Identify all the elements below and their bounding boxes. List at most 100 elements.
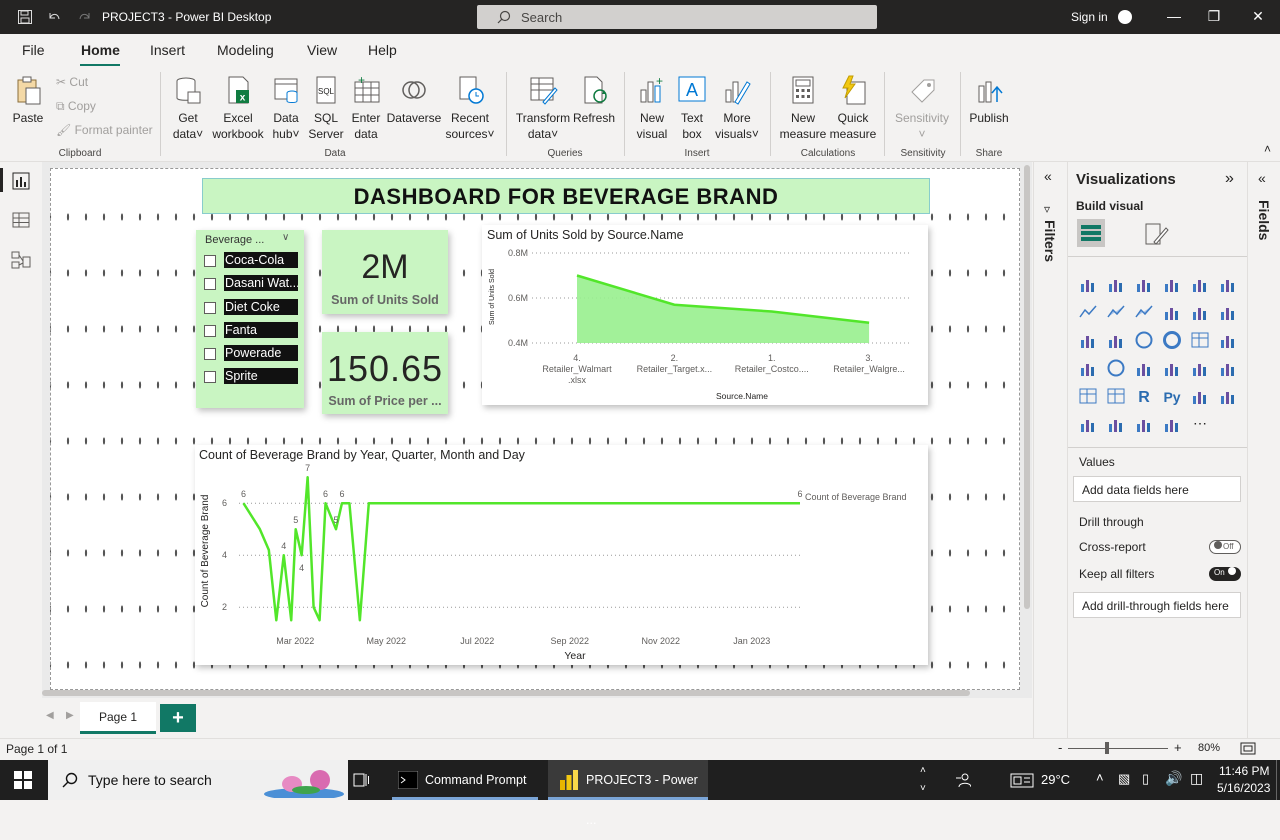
build-visual-icon[interactable] bbox=[1076, 218, 1106, 248]
collapse-ribbon-icon[interactable]: ˄ bbox=[1264, 142, 1271, 156]
slicer-icon[interactable] bbox=[1218, 358, 1238, 378]
language-icon[interactable]: ◫ bbox=[1190, 770, 1203, 787]
format-visual-icon[interactable] bbox=[1142, 220, 1170, 248]
r-visual-icon[interactable]: R bbox=[1134, 386, 1154, 406]
area-icon[interactable] bbox=[1106, 302, 1126, 322]
sql-server-button[interactable]: SQL SQL Server bbox=[306, 74, 346, 142]
kpi-card-price[interactable]: 150.65 Sum of Price per ... bbox=[322, 332, 448, 414]
zoom-slider[interactable] bbox=[1068, 748, 1168, 749]
people-icon[interactable] bbox=[955, 772, 971, 788]
stacked-area-icon[interactable] bbox=[1134, 302, 1154, 322]
search-input[interactable]: Search bbox=[477, 5, 877, 29]
decomposition-icon[interactable] bbox=[1218, 386, 1238, 406]
restore-button[interactable]: ❐ bbox=[1206, 8, 1222, 26]
map-icon[interactable] bbox=[1218, 330, 1238, 350]
clustered-column-icon[interactable] bbox=[1162, 274, 1182, 294]
next-page-icon[interactable]: ▶ bbox=[66, 710, 74, 721]
pie-icon[interactable] bbox=[1134, 330, 1154, 350]
weather-icon[interactable] bbox=[1010, 772, 1034, 788]
funnel-icon[interactable] bbox=[1078, 330, 1098, 350]
publish-button[interactable]: Publish bbox=[966, 74, 1012, 126]
taskbar-app-cmd[interactable]: Command Prompt bbox=[388, 760, 542, 800]
network-icon[interactable]: ▧ bbox=[1118, 771, 1130, 787]
undo-icon[interactable] bbox=[46, 9, 62, 25]
drill-through-well[interactable]: Add drill-through fields here bbox=[1073, 592, 1241, 618]
collapse-icon[interactable]: « bbox=[1044, 168, 1052, 184]
add-page-button[interactable]: + bbox=[160, 704, 196, 732]
sign-in-link[interactable]: Sign in bbox=[1071, 10, 1108, 24]
dataverse-button[interactable]: Dataverse bbox=[386, 74, 442, 126]
scatter-icon[interactable] bbox=[1106, 330, 1126, 350]
paste-button[interactable]: Paste bbox=[10, 74, 46, 126]
taskbar-app-powerbi[interactable]: PROJECT3 - Power ... bbox=[548, 760, 708, 800]
checkbox[interactable] bbox=[204, 325, 216, 337]
python-visual-icon[interactable]: Py bbox=[1162, 386, 1182, 406]
quick-measure-button[interactable]: Quick measure bbox=[828, 74, 878, 142]
paginated-icon[interactable] bbox=[1162, 414, 1182, 434]
data-hub-button[interactable]: Data hub˅ bbox=[266, 74, 306, 142]
model-view-icon[interactable] bbox=[10, 249, 32, 271]
filled-map-icon[interactable] bbox=[1078, 358, 1098, 378]
collapse-icon[interactable]: « bbox=[1258, 170, 1266, 186]
avatar[interactable] bbox=[1118, 10, 1132, 24]
clustered-bar-icon[interactable] bbox=[1134, 274, 1154, 294]
minimize-button[interactable]: — bbox=[1166, 8, 1182, 26]
checkbox[interactable] bbox=[204, 255, 216, 267]
new-visual-button[interactable]: + New visual bbox=[632, 74, 672, 142]
report-view-icon[interactable] bbox=[10, 170, 32, 192]
close-button[interactable]: ✕ bbox=[1250, 8, 1266, 26]
table-icon[interactable] bbox=[1078, 386, 1098, 406]
fit-to-page-icon[interactable] bbox=[1240, 742, 1256, 755]
text-box-button[interactable]: A Text box bbox=[674, 74, 710, 142]
format-painter-button[interactable]: 🖌 Format painter bbox=[56, 123, 153, 137]
windows-start-icon[interactable] bbox=[14, 771, 32, 789]
menu-insert[interactable]: Insert bbox=[150, 42, 185, 58]
fields-pane[interactable]: « Fields bbox=[1247, 162, 1280, 738]
vertical-scrollbar[interactable] bbox=[1024, 165, 1030, 609]
filters-pane[interactable]: « ▿ Filters bbox=[1033, 162, 1067, 738]
multi-row-card-icon[interactable] bbox=[1162, 358, 1182, 378]
fields-label[interactable]: Fields bbox=[1256, 200, 1272, 240]
stacked-bar-icon[interactable] bbox=[1078, 274, 1098, 294]
cross-report-toggle[interactable]: Off bbox=[1209, 540, 1241, 554]
volume-icon[interactable]: 🔊 bbox=[1165, 770, 1182, 787]
zoom-out-button[interactable]: - bbox=[1058, 740, 1062, 755]
line-chart-card[interactable]: Count of Beverage Brand by Year, Quarter… bbox=[195, 445, 928, 665]
chevron-down-icon[interactable]: ∨ bbox=[282, 232, 289, 243]
100-bar-icon[interactable] bbox=[1190, 274, 1210, 294]
get-data-button[interactable]: Get data˅ bbox=[168, 74, 208, 142]
kpi-icon[interactable] bbox=[1190, 358, 1210, 378]
ribbon-icon[interactable] bbox=[1190, 302, 1210, 322]
recent-sources-button[interactable]: Recent sources˅ bbox=[442, 74, 498, 142]
task-view-icon[interactable] bbox=[352, 771, 370, 789]
menu-view[interactable]: View bbox=[307, 42, 337, 58]
more-icon[interactable]: ⋯ bbox=[1190, 414, 1210, 434]
table-view-icon[interactable] bbox=[10, 209, 32, 231]
donut-icon[interactable] bbox=[1162, 330, 1182, 350]
more-visuals-button[interactable]: More visuals˅ bbox=[712, 74, 762, 142]
dashboard-title[interactable]: DASHBOARD FOR BEVERAGE BRAND bbox=[202, 178, 930, 214]
menu-help[interactable]: Help bbox=[368, 42, 397, 58]
battery-icon[interactable]: ▯ bbox=[1142, 771, 1149, 787]
sensitivity-button[interactable]: Sensitivity ˅ bbox=[892, 74, 952, 142]
horizontal-scrollbar[interactable] bbox=[42, 690, 970, 696]
zoom-in-button[interactable]: + bbox=[1174, 740, 1182, 755]
tray-chevron-icon[interactable]: ˄ bbox=[1096, 770, 1104, 785]
matrix-icon[interactable] bbox=[1106, 386, 1126, 406]
show-desktop-button[interactable] bbox=[1276, 760, 1280, 800]
line-icon[interactable] bbox=[1078, 302, 1098, 322]
100-column-icon[interactable] bbox=[1218, 274, 1238, 294]
narrative-icon[interactable] bbox=[1106, 414, 1126, 434]
cut-button[interactable]: ✂ Cut bbox=[56, 75, 88, 89]
zoom-slider-thumb[interactable] bbox=[1105, 742, 1109, 754]
new-measure-button[interactable]: New measure bbox=[778, 74, 828, 142]
filters-label[interactable]: Filters bbox=[1042, 220, 1058, 262]
checkbox[interactable] bbox=[204, 371, 216, 383]
menu-file[interactable]: File bbox=[22, 42, 45, 58]
treemap-icon[interactable] bbox=[1190, 330, 1210, 350]
values-well[interactable]: Add data fields here bbox=[1073, 476, 1241, 502]
stacked-column-icon[interactable] bbox=[1106, 274, 1126, 294]
qa-icon[interactable] bbox=[1078, 414, 1098, 434]
refresh-button[interactable]: Refresh bbox=[572, 74, 616, 126]
